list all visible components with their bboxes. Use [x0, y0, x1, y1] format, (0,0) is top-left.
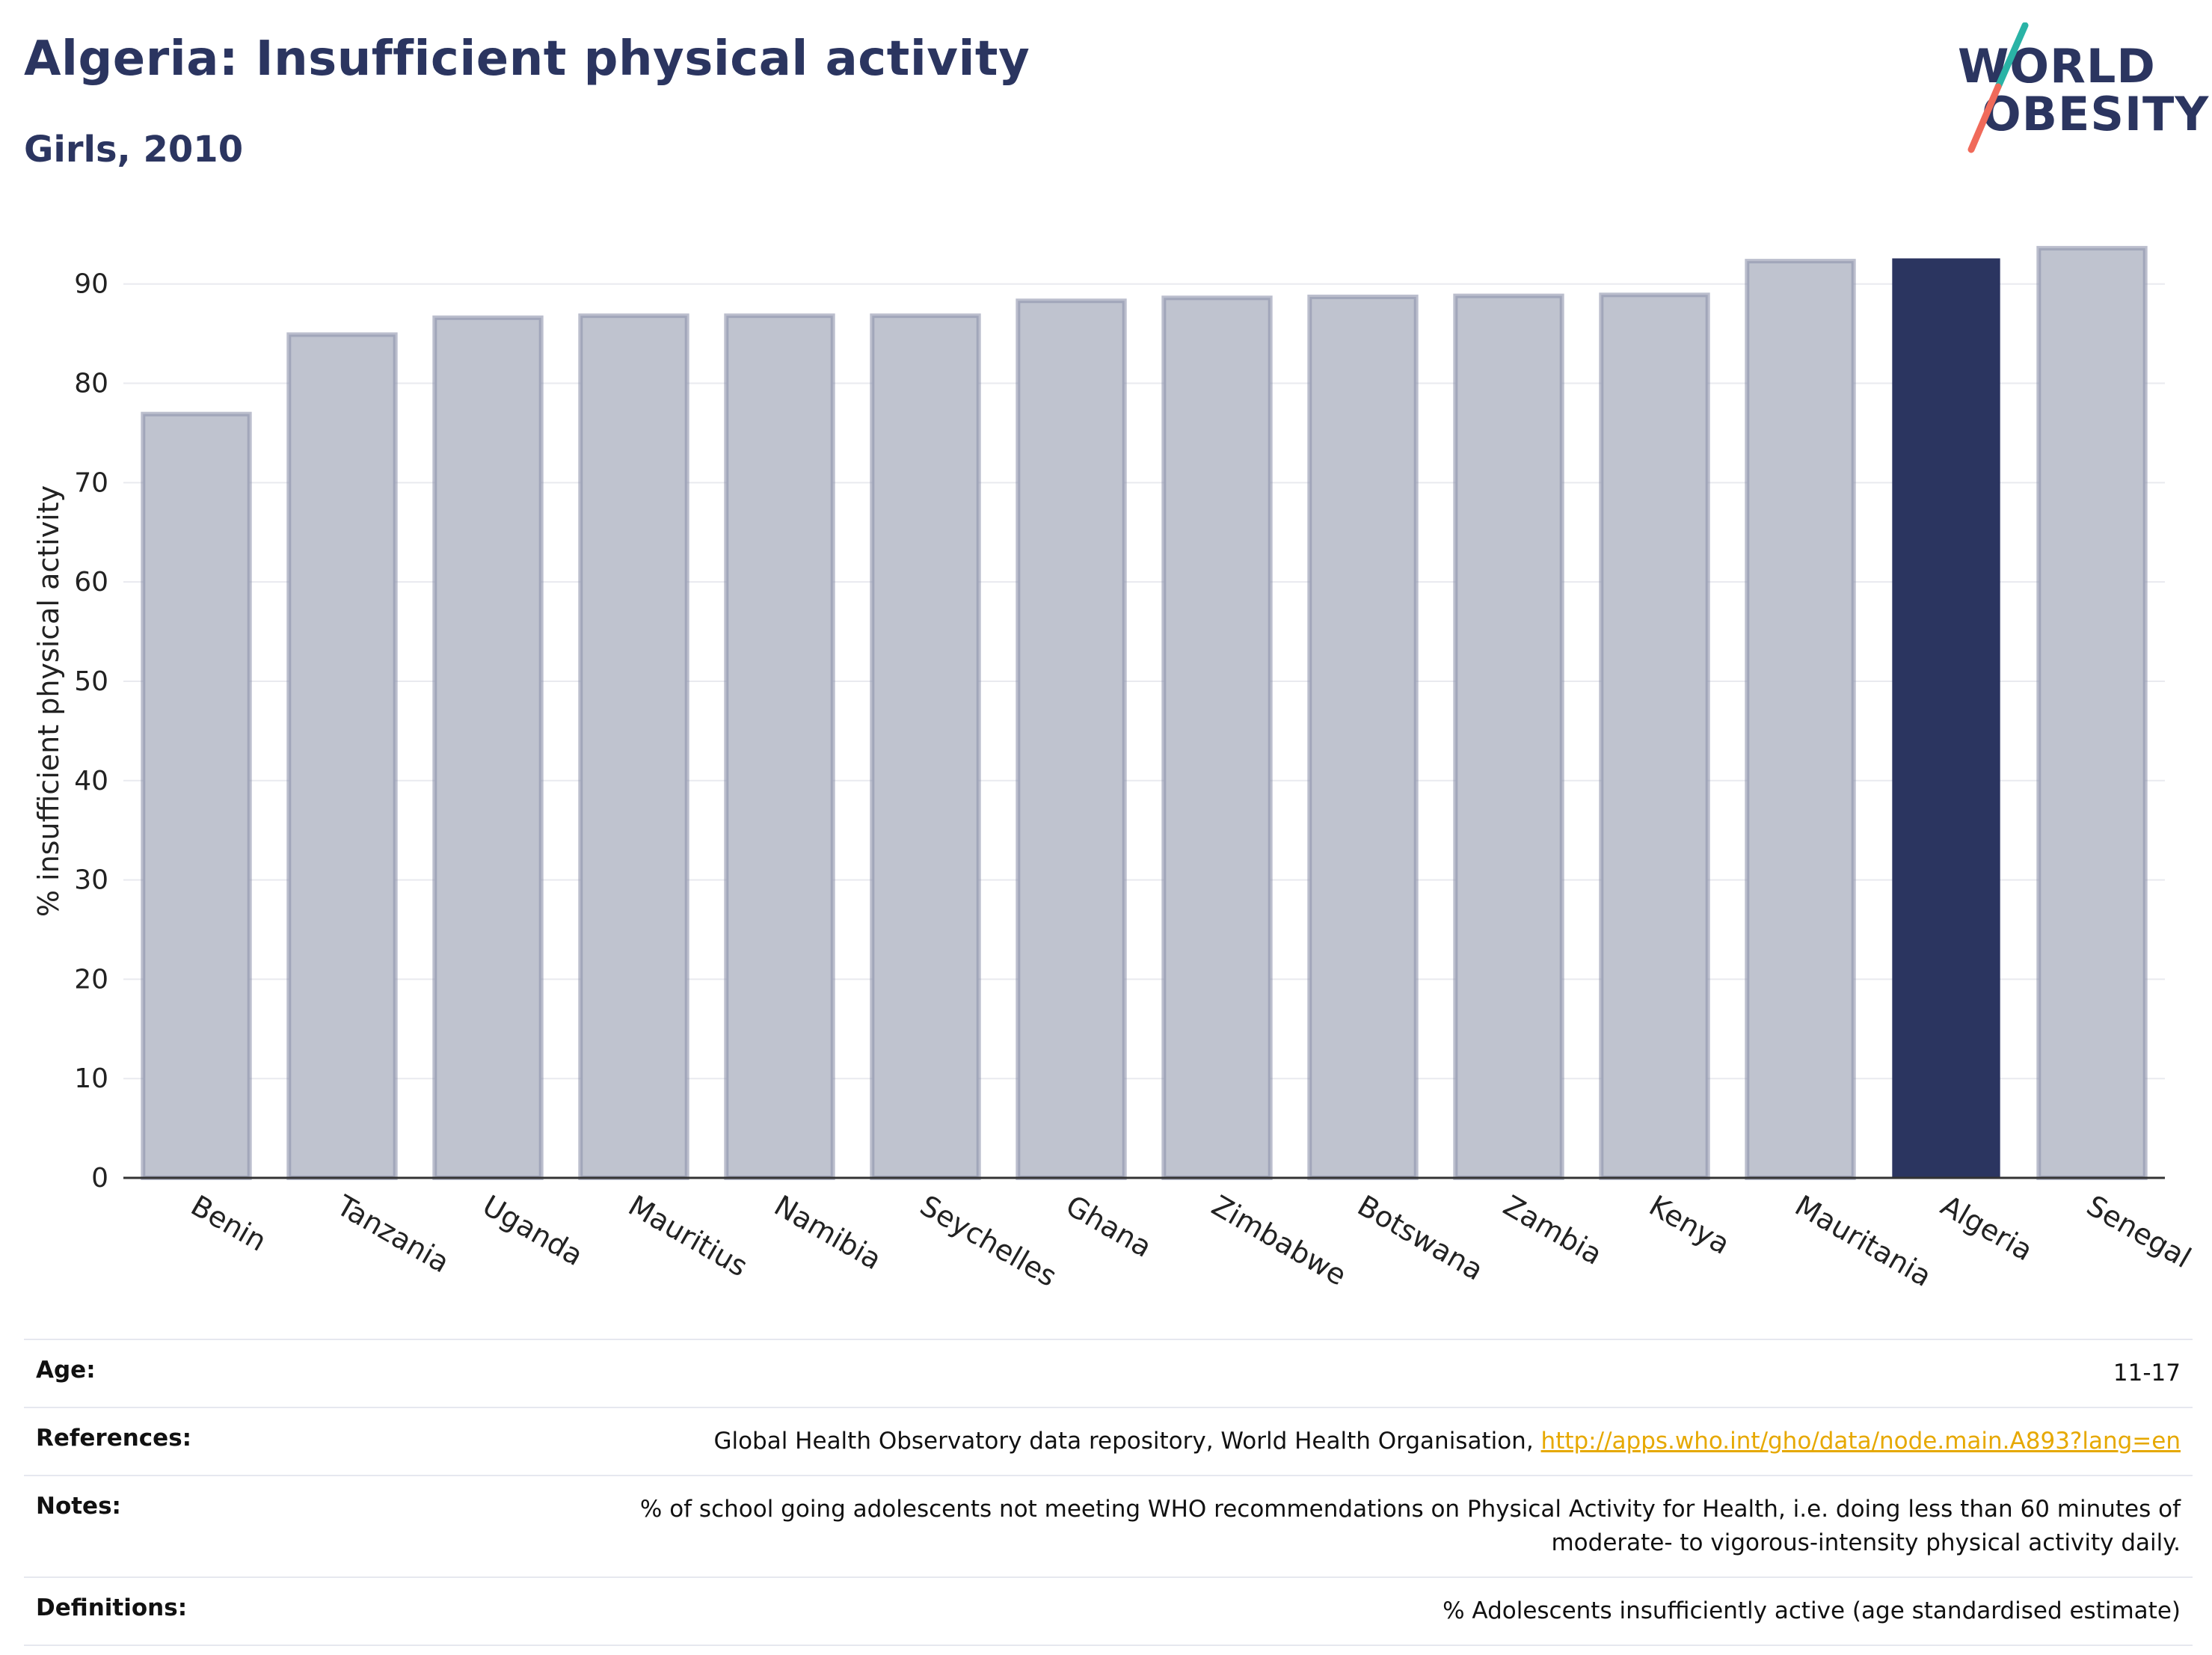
bars	[141, 245, 2148, 1180]
references-label: References:	[36, 1424, 192, 1452]
world-obesity-logo[interactable]: WORLD OBESITY	[1952, 22, 2210, 157]
bar-zambia[interactable]	[1453, 293, 1564, 1180]
y-tick-label: 80	[74, 369, 108, 399]
bar-uganda[interactable]	[432, 315, 544, 1180]
bar-botswana[interactable]	[1307, 294, 1419, 1180]
age-value: 11-17	[2113, 1360, 2181, 1387]
y-axis-ticks: 0 10 20 30 40 50 60 70 80 90	[74, 269, 108, 1194]
x-tick-label-mauritius: Mauritius	[623, 1189, 753, 1283]
y-tick-label: 40	[74, 766, 108, 796]
x-tick-label-botswana: Botswana	[1352, 1189, 1489, 1287]
bar-senegal[interactable]	[2036, 245, 2148, 1180]
y-axis-title: % insufficient physical activity	[32, 485, 65, 917]
bar-ghana[interactable]	[1016, 298, 1127, 1180]
notes-line-1: % of school going adolescents not meetin…	[639, 1495, 2181, 1523]
age-label: Age:	[36, 1357, 96, 1384]
notes-line-2: moderate- to vigorous-intensity physical…	[1551, 1529, 2181, 1556]
bar-mauritania[interactable]	[1745, 259, 1856, 1180]
notes-label: Notes:	[36, 1492, 121, 1520]
x-tick-label-senegal: Senegal	[2081, 1189, 2196, 1275]
x-tick-label-ghana: Ghana	[1060, 1189, 1158, 1264]
logo-word-world: WORLD	[1958, 39, 2156, 93]
x-tick-label-uganda: Uganda	[477, 1189, 589, 1272]
bar-tanzania[interactable]	[286, 332, 398, 1180]
y-tick-label: 0	[91, 1163, 108, 1194]
grid-lines	[123, 283, 2165, 1179]
notes-value: % of school going adolescents not meetin…	[640, 1493, 2181, 1560]
x-tick-label-kenya: Kenya	[1644, 1189, 1736, 1261]
y-tick-label: 10	[74, 1063, 108, 1094]
bar-benin[interactable]	[141, 411, 252, 1180]
y-tick-label: 60	[74, 567, 108, 598]
logo-slash-icon	[1967, 22, 2029, 153]
definitions-label: Definitions:	[36, 1594, 188, 1621]
y-tick-label: 30	[74, 865, 108, 896]
bar-namibia[interactable]	[724, 313, 835, 1180]
bar-zimbabwe[interactable]	[1161, 295, 1273, 1180]
references-value: Global Health Observatory data repositor…	[713, 1425, 2181, 1458]
y-tick-label: 90	[74, 269, 108, 300]
info-row-references: References: Global Health Observatory da…	[24, 1406, 2193, 1475]
bar-algeria[interactable]	[1892, 258, 2000, 1179]
x-tick-label-tanzania: Tanzania	[331, 1188, 455, 1279]
references-text: Global Health Observatory data repositor…	[713, 1427, 1541, 1455]
bar-chart: 0 10 20 30 40 50 60 70 80 90 Benin Tanzania Uganda M…	[32, 245, 2196, 1293]
bar-seychelles[interactable]	[870, 313, 981, 1180]
page-title: Algeria: Insufficient physical activity	[24, 31, 1030, 87]
bar-mauritius[interactable]	[578, 313, 689, 1180]
x-tick-label-namibia: Namibia	[769, 1189, 887, 1277]
x-tick-label-benin: Benin	[185, 1189, 272, 1258]
x-axis-labels: Benin Tanzania Uganda Mauritius Namibia Seych…	[185, 1188, 2196, 1293]
info-row-age: Age: 11-17	[24, 1339, 2193, 1407]
page-subtitle: Girls, 2010	[24, 129, 244, 171]
logo-word-obesity: OBESITY	[1982, 87, 2210, 141]
info-row-notes: Notes: % of school going adolescents not…	[24, 1474, 2193, 1576]
definitions-value: % Adolescents insufficiently active (age…	[1443, 1597, 2181, 1624]
info-row-definitions: Definitions: % Adolescents insufficientl…	[24, 1576, 2193, 1646]
x-tick-label-mauritania: Mauritania	[1789, 1189, 1937, 1293]
bar-kenya[interactable]	[1599, 292, 1710, 1180]
x-tick-label-algeria: Algeria	[1935, 1189, 2039, 1268]
info-table: Age: 11-17 References: Global Health Obs…	[24, 1339, 2193, 1646]
x-tick-label-zimbabwe: Zimbabwe	[1206, 1189, 1352, 1292]
y-tick-label: 50	[74, 666, 108, 697]
x-tick-label-zambia: Zambia	[1498, 1189, 1608, 1271]
y-tick-label: 20	[74, 964, 108, 995]
x-tick-label-seychelles: Seychelles	[915, 1189, 1062, 1293]
references-link[interactable]: http://apps.who.int/gho/data/node.main.A…	[1540, 1427, 2181, 1455]
y-tick-label: 70	[74, 467, 108, 498]
